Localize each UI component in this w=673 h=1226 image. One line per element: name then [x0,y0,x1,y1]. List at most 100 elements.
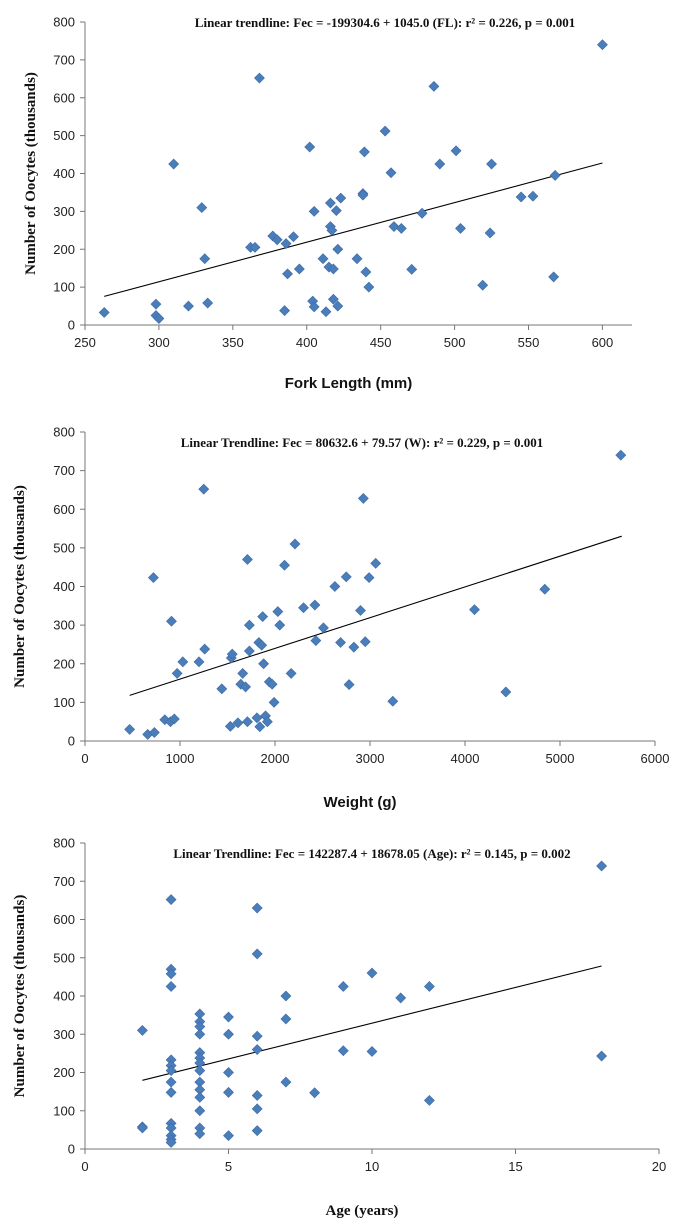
data-point [500,686,512,698]
data-point [251,1044,263,1055]
data-point [165,1137,177,1148]
data-point [304,141,316,153]
y-tick-label: 200 [53,242,75,257]
y-axis-label: Number of Oocytes (thousands) [23,72,39,275]
data-point [147,572,159,584]
data-point [194,1065,206,1077]
data-point [282,268,293,280]
data-point [406,263,418,275]
data-point [224,720,236,732]
data-point [358,146,370,158]
data-point [549,169,561,181]
y-tick-label: 700 [53,52,75,67]
y-axis-label: Number of Oocytes (thousands) [12,485,28,688]
data-point [308,205,320,217]
data-point [318,622,329,634]
data-point [279,559,290,571]
data-point [237,667,249,679]
data-point [243,645,255,657]
data-point [340,571,352,583]
x-tick-label: 400 [296,335,318,350]
data-point [308,301,320,313]
data-point [268,696,280,708]
data-point [124,723,136,735]
data-point [198,483,210,495]
data-point [596,1050,608,1062]
data-point [596,860,608,872]
x-tick-label: 5000 [546,751,575,766]
data-point [261,716,273,728]
y-tick-label: 100 [53,280,75,295]
data-point [251,902,263,914]
data-point [326,224,338,236]
data-point [258,658,270,670]
x-tick-label: 500 [444,335,466,350]
data-point [327,263,339,275]
data-point [202,297,214,309]
chart-title: Linear Trendline: Fec = 80632.6 + 79.57 … [181,435,544,450]
y-tick-label: 400 [53,579,75,594]
y-tick-label: 300 [53,618,75,633]
data-point [165,968,177,980]
data-point [183,300,194,312]
y-tick-label: 700 [53,874,75,889]
data-point [251,948,263,960]
data-point [251,1030,263,1042]
data-point [199,253,211,265]
y-tick-label: 800 [53,15,75,30]
x-tick-label: 5 [225,1159,232,1174]
data-point [330,205,342,217]
data-point [455,222,466,234]
data-point [280,1013,292,1025]
x-tick-label: 450 [370,335,392,350]
x-tick-label: 20 [652,1159,666,1174]
y-tick-label: 500 [53,950,75,965]
data-point [395,222,407,234]
data-point [428,80,440,92]
data-point [329,581,341,592]
data-point [242,554,253,565]
data-point [288,231,299,243]
chart-title: Linear trendline: Fec = -199304.6 + 1045… [195,15,575,30]
data-point [484,227,496,239]
x-tick-label: 0 [81,751,88,766]
x-axis-label: Weight (g) [323,794,396,811]
data-point [168,158,180,170]
data-point [232,717,244,729]
data-point [257,611,269,623]
data-point [363,572,375,584]
data-point [486,158,497,170]
data-point [388,221,400,232]
data-point [366,1046,378,1057]
data-point [320,306,332,318]
data-point [343,679,355,691]
data-point [272,606,284,618]
data-point [168,713,180,725]
chart-age: 0 100 200 300 400 500 600 700 800 0 5 10 15 20 Linear … [12,836,666,1220]
trendline [104,162,603,297]
data-point [240,681,251,693]
x-tick-label: 1000 [166,751,195,766]
data-point [355,605,366,616]
data-point [199,643,211,655]
data-point [317,253,329,265]
data-point [539,583,551,595]
trendline [129,535,622,696]
data-point [254,72,265,84]
data-point [223,1028,234,1040]
y-axis-label: Number of Oocytes (thousands) [12,895,28,1098]
data-point [165,1086,177,1098]
data-point [327,293,339,305]
data-point [310,635,322,646]
data-point [193,656,205,668]
data-point [332,300,344,312]
y-tick-label: 0 [68,1142,75,1157]
data-point [357,493,369,504]
data-point [309,1087,321,1099]
data-point [360,266,372,278]
data-point [280,238,292,249]
data-point [251,712,263,724]
data-point [223,1130,234,1142]
data-point [226,648,238,660]
data-point [196,202,208,214]
